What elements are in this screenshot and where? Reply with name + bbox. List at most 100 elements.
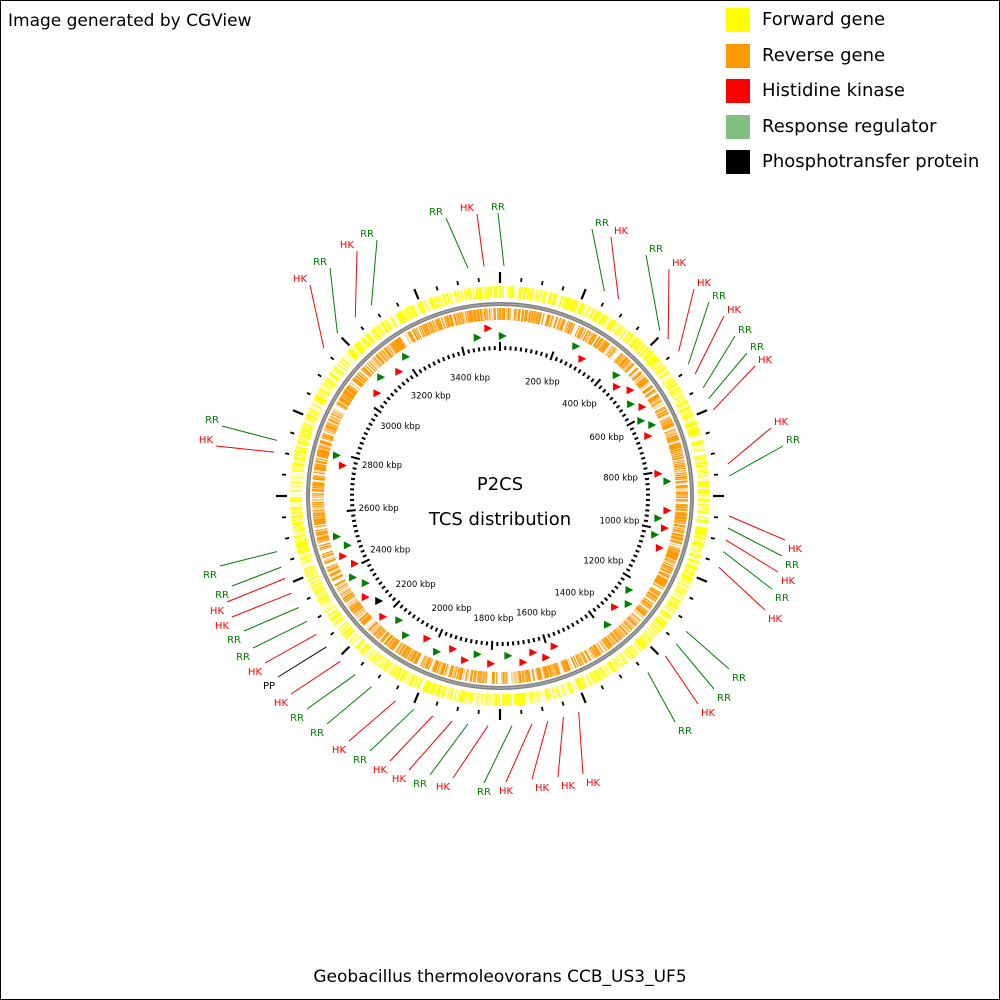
forward-gene-mark: [372, 653, 381, 664]
forward-gene-mark: [327, 608, 338, 617]
reverse-gene-mark: [634, 374, 645, 384]
forward-gene-mark: [355, 639, 365, 650]
reverse-gene-mark: [481, 308, 484, 321]
reverse-gene-mark: [364, 364, 375, 374]
reverse-gene-mark: [312, 483, 325, 486]
reverse-gene-mark: [614, 628, 624, 639]
reverse-gene-mark: [412, 651, 419, 663]
forward-gene-mark: [476, 287, 480, 300]
forward-gene-mark: [290, 511, 303, 514]
reverse-gene-mark: [657, 412, 669, 419]
forward-gene-mark: [291, 520, 304, 524]
reverse-gene-mark: [352, 378, 363, 387]
forward-gene-mark: [292, 463, 305, 467]
reverse-gene-mark: [454, 313, 459, 326]
forward-gene-mark: [309, 406, 321, 414]
forward-gene-mark: [390, 316, 398, 328]
outer-major-tick: [649, 645, 660, 656]
forward-gene-mark: [579, 676, 586, 689]
forward-gene-mark: [583, 305, 591, 318]
reverse-gene-mark: [376, 353, 386, 364]
reverse-gene-mark: [324, 558, 336, 564]
forward-gene-mark: [291, 523, 304, 526]
forward-gene-mark: [697, 505, 710, 508]
reverse-gene-mark: [531, 311, 536, 324]
feature-label: RR: [678, 726, 692, 737]
reverse-gene-mark: [464, 311, 468, 324]
forward-gene-mark: [684, 419, 697, 426]
reverse-gene-mark: [655, 578, 667, 586]
forward-gene-mark: [472, 287, 476, 300]
forward-gene-mark: [650, 623, 661, 633]
reverse-gene-mark: [434, 319, 440, 332]
tcs-marker-rr: [654, 514, 663, 523]
forward-gene-mark: [611, 658, 620, 670]
forward-gene-mark: [696, 467, 709, 471]
ruler-minor-tick: [598, 385, 603, 390]
reverse-gene-mark: [332, 575, 344, 582]
forward-gene-mark: [642, 350, 653, 360]
reverse-gene-mark: [664, 428, 676, 434]
reverse-gene-mark: [424, 323, 431, 335]
forward-gene-mark: [450, 688, 455, 701]
forward-gene-mark: [299, 556, 312, 561]
ruler-minor-tick: [356, 539, 362, 543]
forward-gene-mark: [382, 321, 391, 332]
feature-leader-line: [578, 712, 584, 775]
forward-gene-mark: [485, 693, 487, 706]
reverse-gene-mark: [474, 309, 478, 322]
reverse-gene-mark: [535, 311, 540, 324]
reverse-gene-mark: [659, 417, 672, 424]
reverse-gene-mark: [339, 588, 351, 596]
reverse-gene-mark: [320, 439, 333, 445]
reverse-gene-mark: [658, 572, 670, 579]
forward-gene-mark: [604, 317, 612, 329]
forward-gene-mark: [313, 586, 325, 593]
tcs-marker-rr: [624, 600, 633, 608]
forward-gene-mark: [636, 343, 646, 354]
forward-gene-mark: [375, 655, 384, 666]
reverse-gene-mark: [328, 417, 341, 424]
reverse-gene-mark: [322, 434, 334, 440]
reverse-gene-mark: [667, 438, 680, 444]
reverse-gene-mark: [368, 621, 378, 632]
reverse-gene-mark: [464, 668, 469, 681]
forward-gene-mark: [656, 367, 667, 376]
reverse-gene-mark: [324, 426, 337, 433]
forward-gene-mark: [633, 641, 643, 652]
reverse-gene-mark: [514, 308, 518, 321]
feature-label: RR: [785, 560, 799, 571]
outer-major-tick: [340, 645, 351, 656]
forward-gene-mark: [669, 597, 681, 605]
forward-gene-mark: [603, 316, 611, 328]
ruler-minor-tick: [524, 348, 528, 353]
forward-gene-mark: [601, 315, 609, 327]
reverse-gene-mark: [390, 639, 399, 650]
reverse-gene-mark: [537, 667, 542, 680]
reverse-gene-mark: [632, 371, 642, 381]
forward-gene-mark: [312, 584, 324, 592]
forward-gene-mark: [290, 508, 303, 511]
forward-gene-mark: [326, 376, 338, 384]
forward-gene-mark: [669, 386, 681, 395]
forward-gene-mark: [686, 562, 698, 568]
forward-gene-mark: [449, 688, 454, 701]
forward-gene-mark: [290, 475, 303, 479]
outer-major-tick: [413, 288, 420, 300]
forward-gene-mark: [580, 304, 587, 316]
reverse-gene-mark: [512, 671, 515, 684]
forward-gene-mark: [357, 340, 367, 351]
forward-gene-mark: [665, 380, 677, 389]
feature-label: RR: [712, 291, 726, 302]
reverse-gene-mark: [635, 607, 646, 616]
ruler-major-tick: [622, 572, 632, 579]
forward-gene-mark: [458, 289, 463, 302]
reverse-gene-mark: [661, 420, 673, 427]
tcs-marker-hk: [529, 648, 538, 657]
reverse-gene-mark: [347, 385, 358, 394]
reverse-gene-mark: [448, 665, 453, 678]
forward-gene-mark: [546, 688, 551, 701]
ruler-label: 2000 kbp: [432, 604, 472, 614]
forward-gene-mark: [342, 356, 353, 366]
ruler-minor-tick: [617, 581, 622, 586]
